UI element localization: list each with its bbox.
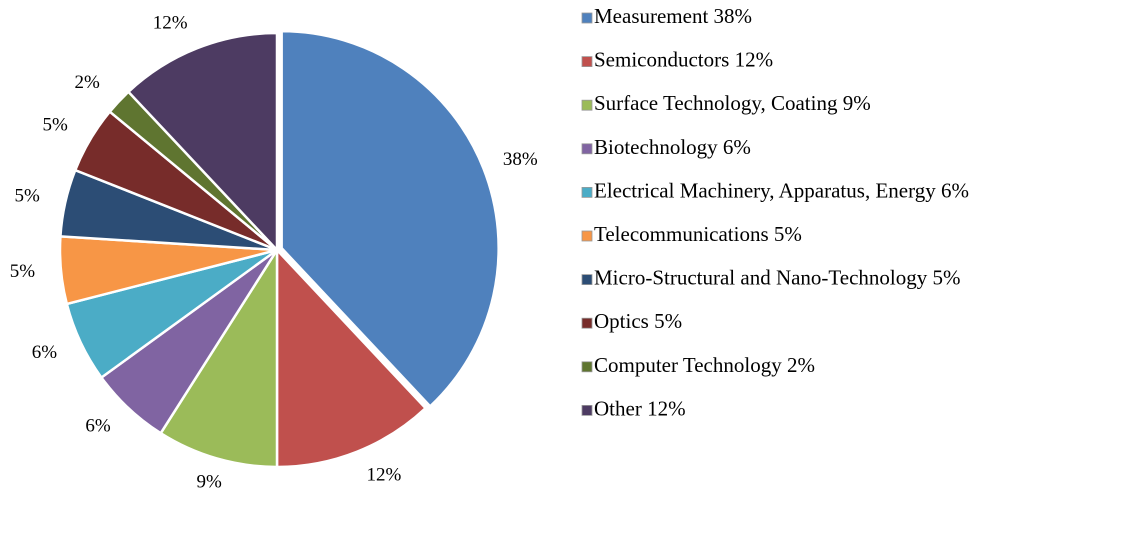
- legend-label: Electrical Machinery, Apparatus, Energy: [594, 178, 936, 202]
- legend-value: 5%: [654, 309, 682, 333]
- data-label: 12%: [153, 12, 188, 33]
- legend-swatch: [581, 361, 593, 373]
- legend-value: 12%: [647, 396, 686, 420]
- legend-entry: Other 12%: [594, 396, 686, 420]
- legend-label: Surface Technology, Coating: [594, 91, 838, 115]
- legend-swatch: [581, 12, 593, 24]
- legend-label: Biotechnology: [594, 135, 718, 159]
- data-label: 2%: [75, 72, 101, 93]
- legend-label: Semiconductors: [594, 47, 729, 71]
- legend-entry: Biotechnology 6%: [594, 135, 751, 159]
- legend-label: Other: [594, 396, 642, 420]
- legend-swatch: [581, 143, 593, 155]
- data-label: 5%: [15, 185, 41, 206]
- legend-swatch: [581, 186, 593, 198]
- legend-label: Computer Technology: [594, 353, 782, 377]
- legend-entry: Micro-Structural and Nano-Technology 5%: [594, 265, 961, 289]
- data-label: 38%: [503, 149, 538, 170]
- legend-value: 38%: [714, 4, 753, 28]
- legend-entry: Computer Technology 2%: [594, 353, 815, 377]
- legend-label: Optics: [594, 309, 649, 333]
- legend-entry: Semiconductors 12%: [594, 47, 773, 71]
- pie-slice: [126, 31, 279, 254]
- legend-label: Telecommunications: [594, 222, 769, 246]
- legend-value: 9%: [843, 91, 871, 115]
- data-label: 5%: [10, 261, 36, 282]
- data-label: 12%: [366, 464, 401, 485]
- legend-swatch: [581, 317, 593, 329]
- legend-swatch: [581, 56, 593, 67]
- legend-value: 12%: [735, 47, 774, 71]
- data-label: 6%: [85, 415, 111, 436]
- pie-slice: [159, 245, 279, 469]
- legend-swatch: [581, 230, 593, 242]
- legend-value: 5%: [774, 222, 802, 246]
- legend-swatch: [581, 274, 593, 286]
- legend-entry: Surface Technology, Coating 9%: [594, 91, 871, 115]
- data-label: 9%: [197, 472, 223, 493]
- legend-label: Micro-Structural and Nano-Technology: [594, 265, 928, 289]
- data-label: 6%: [32, 342, 58, 363]
- legend-entry: Electrical Machinery, Apparatus, Energy …: [594, 178, 969, 202]
- legend-entry: Measurement 38%: [594, 4, 752, 28]
- legend-entry: Telecommunications 5%: [594, 222, 802, 246]
- pie-slice: [275, 246, 428, 469]
- legend-swatch: [581, 99, 593, 111]
- data-label: 5%: [43, 115, 69, 136]
- legend-value: 6%: [723, 135, 751, 159]
- legend-label: Measurement: [594, 4, 708, 28]
- legend-swatch: [581, 404, 593, 416]
- legend-value: 6%: [941, 178, 969, 202]
- legend-value: 2%: [787, 353, 815, 377]
- legend-entry: Optics 5%: [594, 309, 682, 333]
- pie-slice: [280, 29, 500, 409]
- legend-value: 5%: [933, 265, 961, 289]
